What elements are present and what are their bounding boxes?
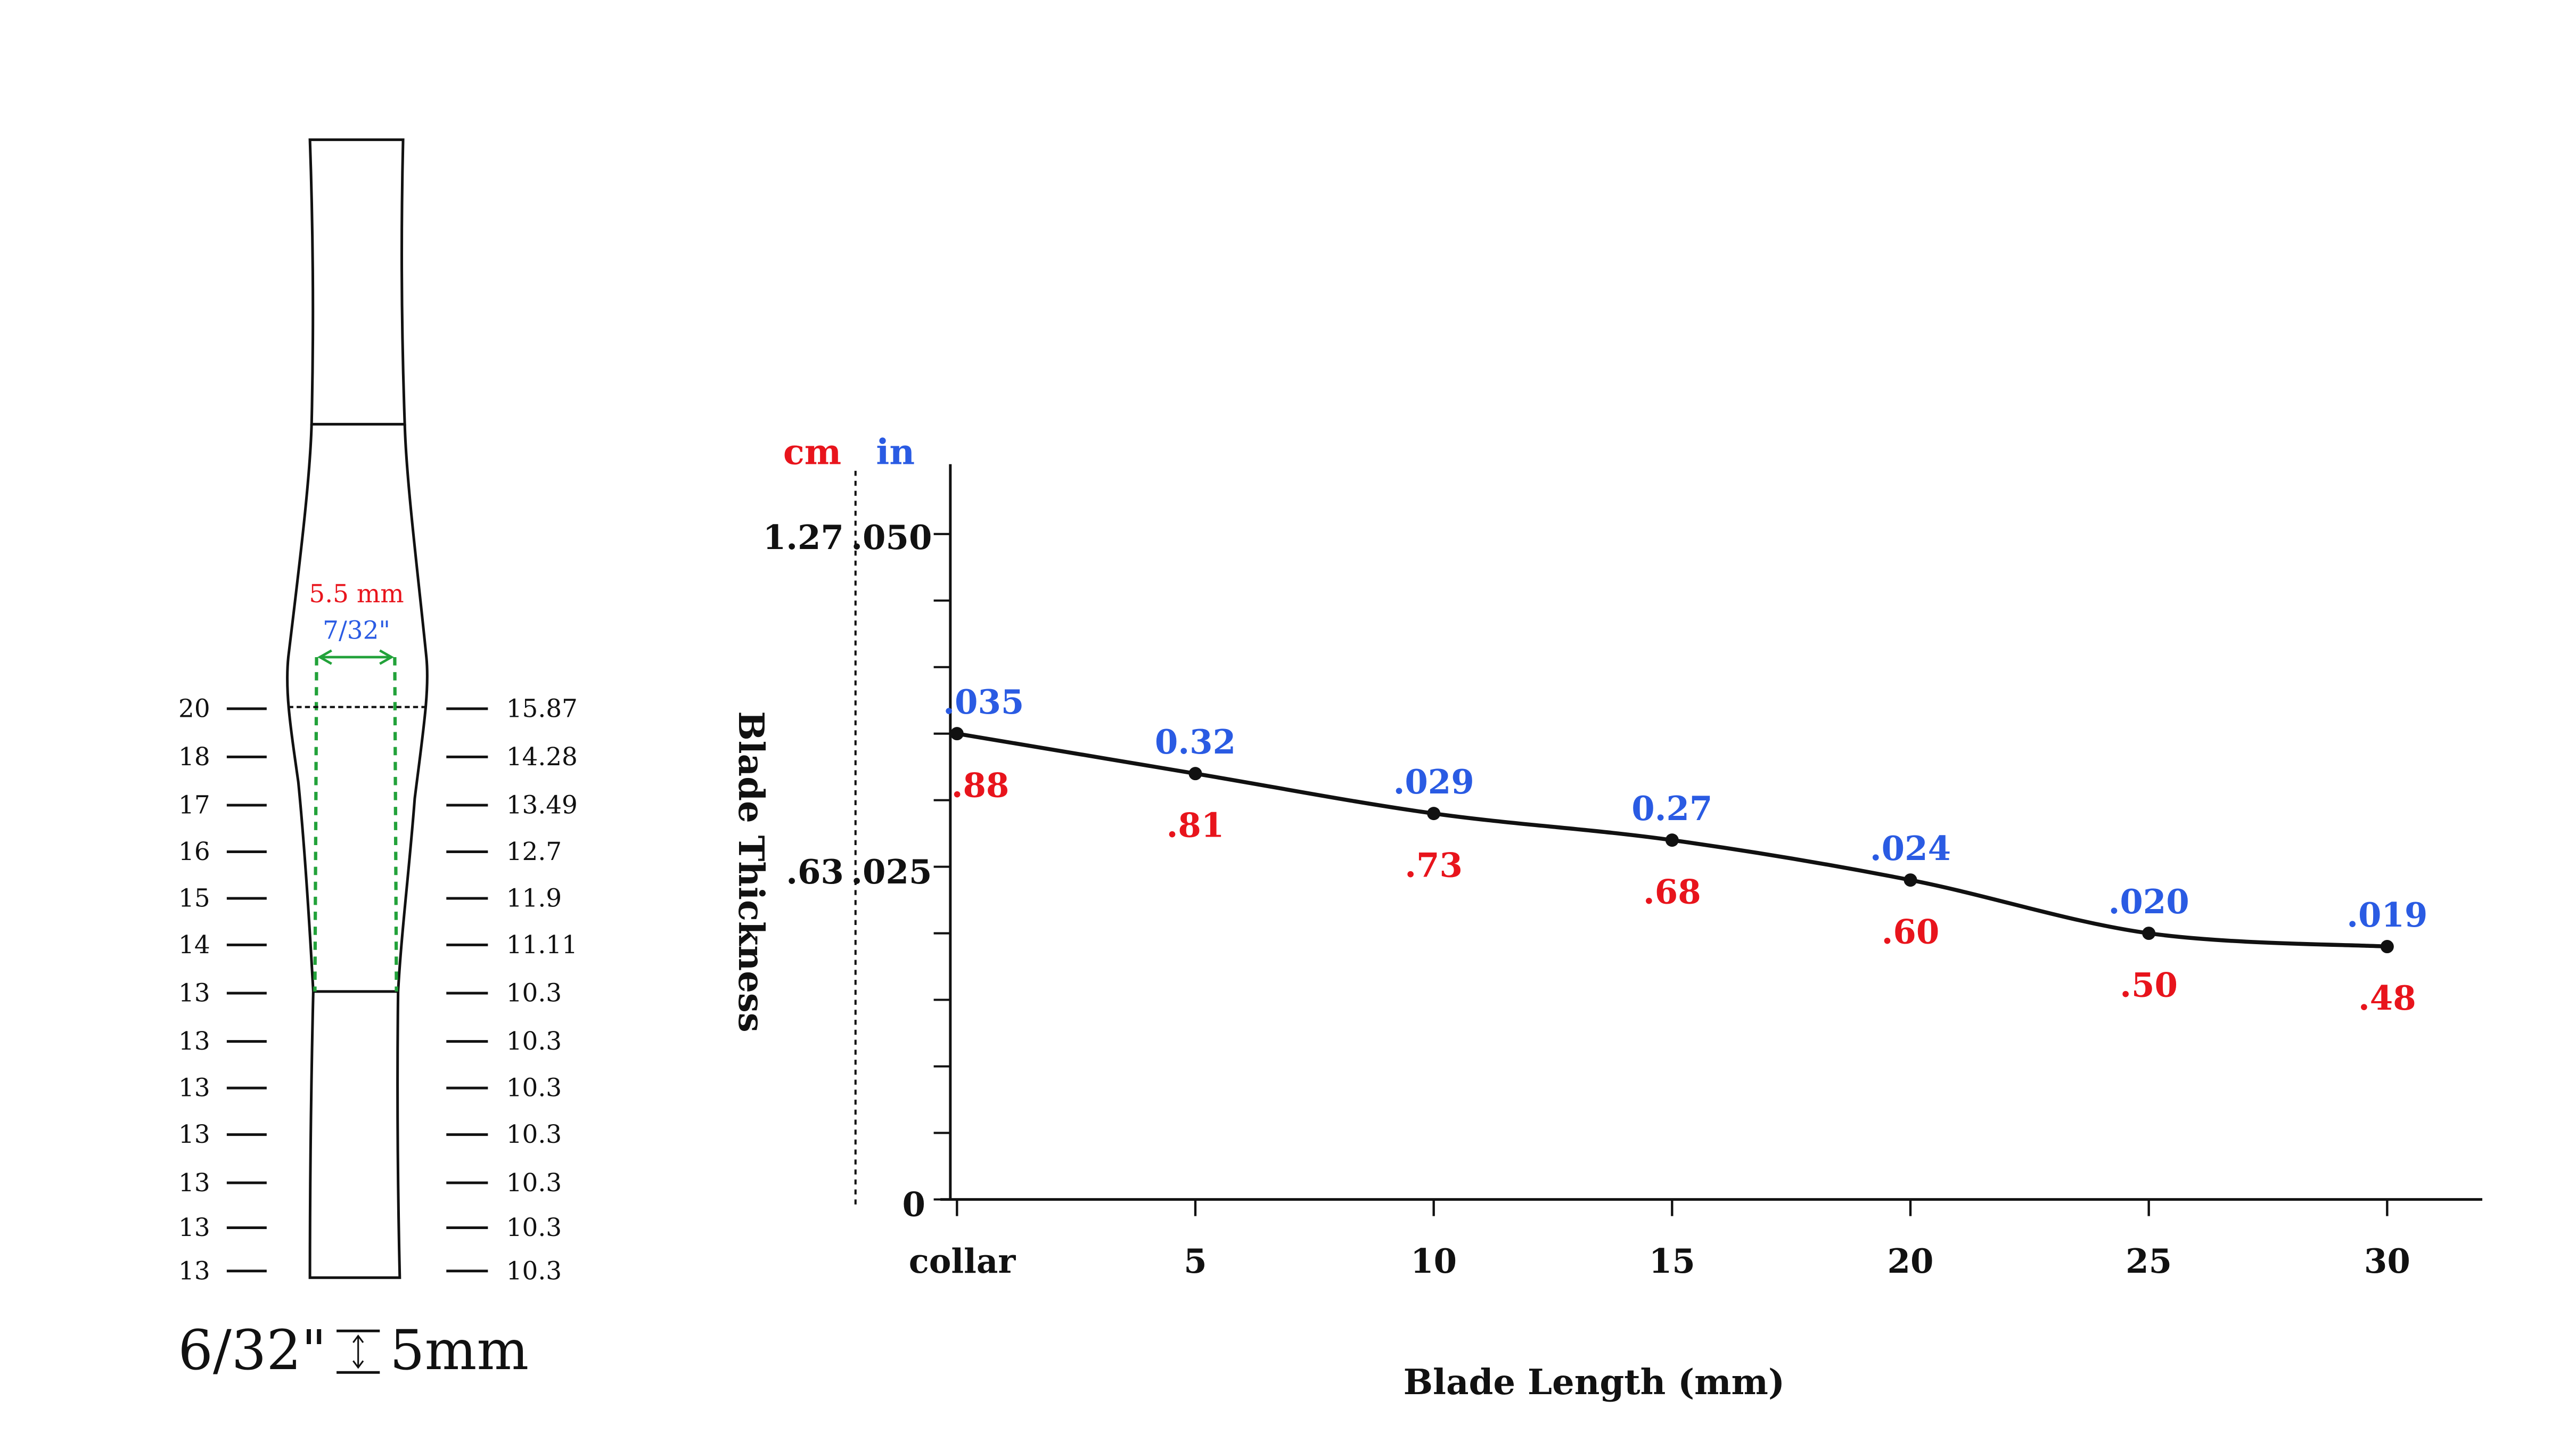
right-mark-label: 10.3 bbox=[506, 1074, 562, 1103]
right-mark-label: 12.7 bbox=[506, 838, 562, 866]
data-label-in: .020 bbox=[2109, 882, 2189, 921]
x-tick-label: 20 bbox=[1888, 1241, 1934, 1281]
thickness-label-in: 6/32" bbox=[178, 1319, 326, 1382]
data-label-in: .035 bbox=[943, 682, 1024, 722]
x-tick-label: collar bbox=[909, 1241, 1016, 1281]
data-label-in: 0.32 bbox=[1155, 722, 1236, 762]
left-mark-label: 20 bbox=[178, 694, 210, 723]
data-label-cm: .73 bbox=[1405, 845, 1463, 885]
left-mark-label: 15 bbox=[178, 885, 210, 913]
left-mark-label: 13 bbox=[178, 1074, 210, 1103]
data-point bbox=[2380, 940, 2394, 954]
data-point bbox=[1904, 873, 1917, 887]
left-mark-label: 13 bbox=[178, 1120, 210, 1149]
right-mark-label: 10.3 bbox=[506, 1120, 562, 1149]
data-point bbox=[1427, 807, 1441, 821]
data-label-cm: .68 bbox=[1643, 872, 1701, 911]
left-mark-label: 18 bbox=[178, 743, 210, 772]
ytick-label-in-mid: .025 bbox=[851, 852, 932, 891]
width-guide-arrowhead-right bbox=[379, 649, 394, 665]
data-point bbox=[2142, 927, 2156, 940]
x-tick-label: 15 bbox=[1649, 1241, 1695, 1281]
left-mark-label: 13 bbox=[178, 1169, 210, 1198]
right-mark-label: 10.3 bbox=[506, 1027, 562, 1056]
right-mark-label: 13.49 bbox=[506, 791, 578, 820]
left-mark-label: 17 bbox=[178, 791, 210, 820]
right-mark-label: 11.11 bbox=[506, 931, 578, 960]
blade-lower-shank bbox=[308, 991, 401, 1279]
chart-marks: collar .035 .88 5 0.32 .81 10 .029 .73 15 0.27 .68 2… bbox=[909, 682, 2428, 1281]
blade-upper-shank bbox=[308, 138, 406, 426]
unit-label-cm: cm bbox=[783, 432, 841, 473]
data-point bbox=[950, 727, 964, 741]
width-guide-dashed-outline bbox=[313, 657, 398, 992]
data-label-cm: .50 bbox=[2120, 965, 2178, 1004]
y-axis-title: Blade Thickness bbox=[731, 711, 772, 1032]
data-label-cm: .88 bbox=[951, 765, 1010, 805]
y-tick-marks bbox=[933, 533, 950, 1201]
right-mark-label: 14.28 bbox=[506, 743, 578, 772]
ytick-label-in-max: .050 bbox=[851, 518, 932, 557]
right-mark-label: 10.3 bbox=[506, 1169, 562, 1198]
width-guide-arrowhead-left bbox=[317, 649, 332, 665]
right-mark-label: 11.9 bbox=[506, 885, 562, 913]
data-label-in: .029 bbox=[1393, 762, 1474, 801]
right-measurement-marks: 15.87 14.28 13.49 12.7 11.9 11.11 10.3 10.3 10.3… bbox=[446, 694, 578, 1286]
x-tick-label: 5 bbox=[1184, 1241, 1207, 1281]
left-mark-label: 16 bbox=[178, 838, 210, 866]
right-mark-label: 10.3 bbox=[506, 979, 562, 1008]
x-tick-label: 30 bbox=[2364, 1241, 2410, 1281]
width-label-mm: 5.5 mm bbox=[309, 580, 404, 609]
left-mark-label: 13 bbox=[178, 979, 210, 1008]
data-label-cm: .81 bbox=[1167, 805, 1225, 845]
x-tick-label: 25 bbox=[2126, 1241, 2172, 1281]
right-mark-label: 10.3 bbox=[506, 1214, 562, 1242]
data-label-in: .024 bbox=[1870, 829, 1951, 868]
left-mark-label: 14 bbox=[178, 931, 210, 960]
width-guide bbox=[313, 649, 398, 992]
left-mark-label: 13 bbox=[178, 1214, 210, 1242]
x-tick-label: 10 bbox=[1410, 1241, 1457, 1281]
data-label-cm: .48 bbox=[2358, 978, 2416, 1018]
left-mark-label: 13 bbox=[178, 1027, 210, 1056]
thickness-label-mm: 5mm bbox=[390, 1319, 529, 1382]
left-measurement-marks: 20 18 17 16 15 14 13 13 13 13 13 13 13 bbox=[178, 694, 267, 1286]
thickness-icon bbox=[337, 1329, 380, 1374]
data-label-cm: .60 bbox=[1882, 912, 1940, 951]
right-mark-label: 15.87 bbox=[506, 694, 578, 723]
blade-diagram bbox=[286, 138, 429, 1279]
ytick-label-cm-mid: .63 bbox=[786, 852, 844, 891]
width-label-in: 7/32" bbox=[323, 617, 390, 645]
data-label-in: 0.27 bbox=[1631, 789, 1712, 828]
data-point bbox=[1188, 767, 1202, 781]
unit-label-in: in bbox=[876, 432, 915, 473]
ytick-label-cm-max: 1.27 bbox=[763, 518, 844, 557]
data-point bbox=[1665, 833, 1679, 847]
data-label-in: .019 bbox=[2347, 895, 2427, 935]
left-mark-label: 13 bbox=[178, 1257, 210, 1286]
right-mark-label: 10.3 bbox=[506, 1257, 562, 1286]
chart: cm in 1.27 .050 .63 .025 0 Blade Thickne… bbox=[731, 432, 2483, 1403]
x-axis-title: Blade Length (mm) bbox=[1404, 1362, 1785, 1403]
ytick-label-zero: 0 bbox=[903, 1185, 925, 1224]
